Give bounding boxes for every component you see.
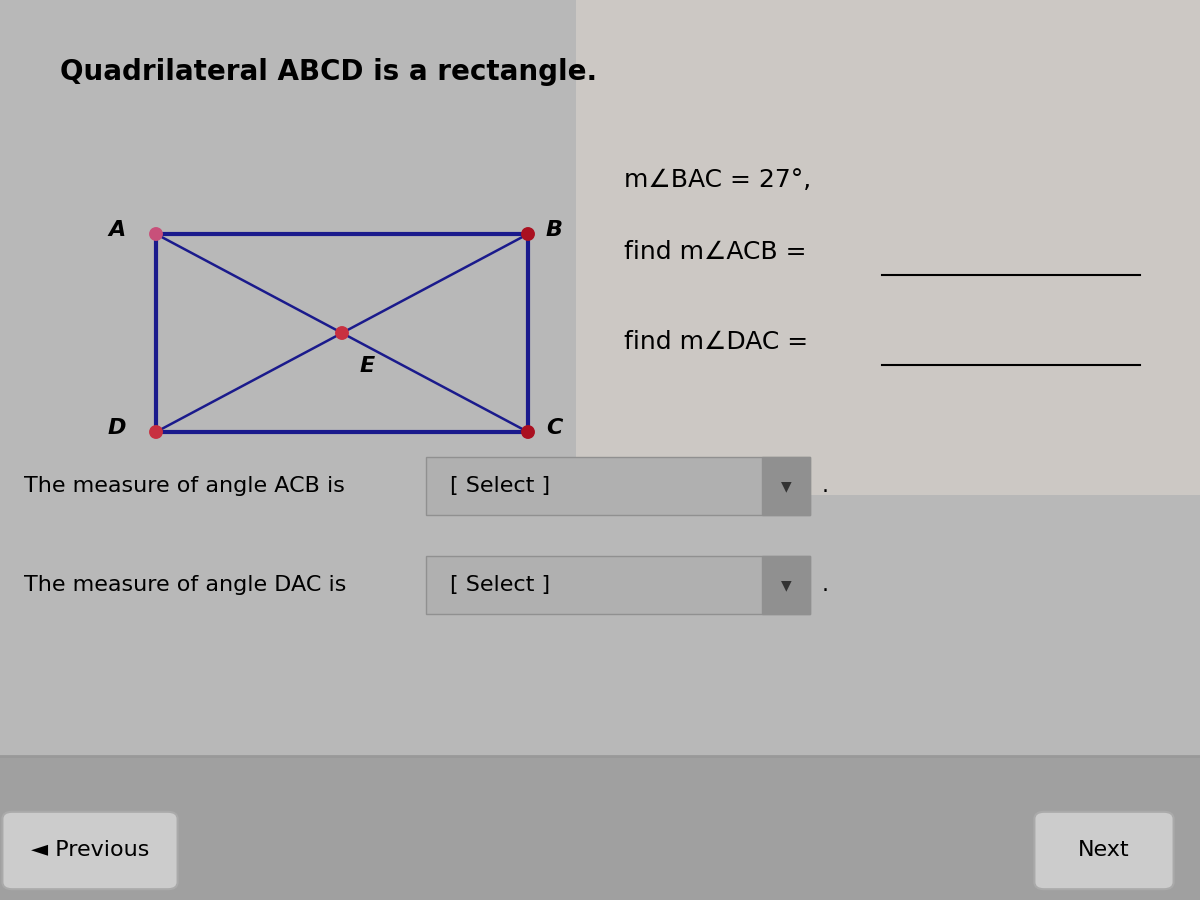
Text: Next: Next [1078,841,1130,860]
Text: A: A [109,220,126,239]
Point [332,326,352,340]
FancyBboxPatch shape [1034,812,1174,889]
Text: C: C [546,418,563,437]
Text: The measure of angle ACB is: The measure of angle ACB is [24,476,344,496]
FancyBboxPatch shape [2,812,178,889]
Text: D: D [108,418,126,437]
Text: ▼: ▼ [781,578,791,592]
Text: find m∠ACB =: find m∠ACB = [624,240,806,264]
Point [518,227,538,241]
Text: E: E [360,356,376,375]
Text: .: . [822,476,829,496]
Point [146,425,166,439]
Text: ◄ Previous: ◄ Previous [31,841,149,860]
Point [518,425,538,439]
Bar [426,555,810,614]
Bar [762,457,810,515]
Bar [762,555,810,614]
Bar [0,756,1200,900]
Text: The measure of angle DAC is: The measure of angle DAC is [24,575,347,595]
Text: m∠BAC = 27°,: m∠BAC = 27°, [624,168,811,192]
Text: [ Select ]: [ Select ] [450,575,550,595]
Text: B: B [546,220,563,239]
Text: [ Select ]: [ Select ] [450,476,550,496]
Text: find m∠DAC =: find m∠DAC = [624,330,808,354]
Text: .: . [822,575,829,595]
Text: ▼: ▼ [781,479,791,493]
Text: Quadrilateral ABCD is a rectangle.: Quadrilateral ABCD is a rectangle. [60,58,598,86]
Bar [426,457,810,515]
Point [146,227,166,241]
Bar [576,0,1200,495]
